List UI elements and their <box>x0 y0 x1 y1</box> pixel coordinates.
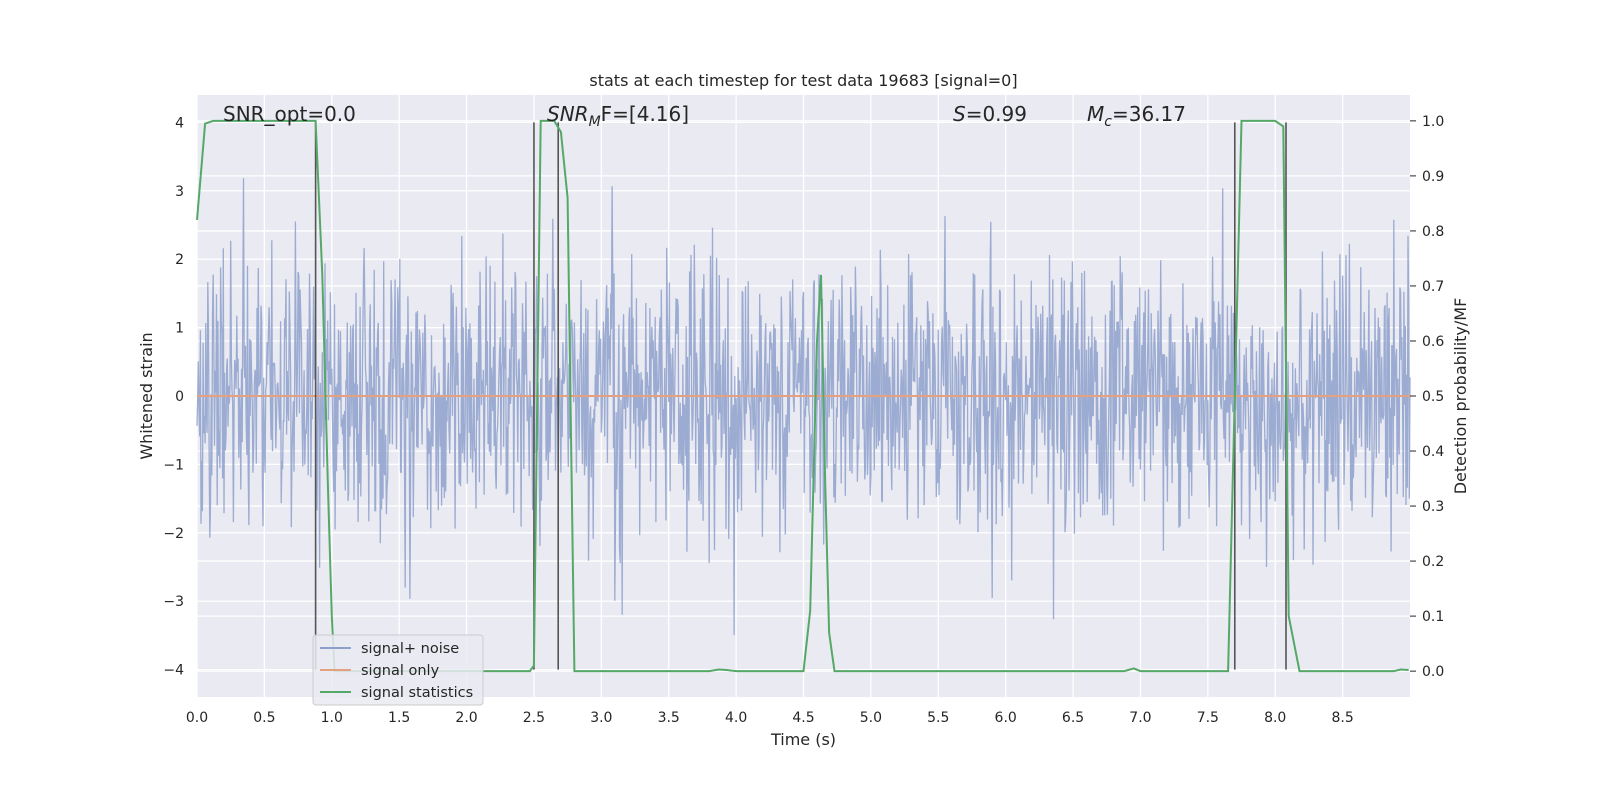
annotation-snr-mf-var: SNR <box>547 102 589 126</box>
legend-box <box>312 634 484 706</box>
x-tick-label-8: 4.0 <box>725 710 747 726</box>
annotation-mc-rest: =36.17 <box>1112 102 1186 126</box>
y-right-tick-label-5: 0.5 <box>1422 389 1444 405</box>
chart-title: stats at each timestep for test data 196… <box>589 71 1017 90</box>
y-axis-left-ticks: −4 −3 −2 −1 0 1 2 3 4 <box>163 115 184 678</box>
x-axis-ticks: 0.0 0.5 1.0 1.5 2.0 2.5 3.0 3.5 4.0 4.5 5.0 5.5 6.0 6… <box>186 710 1354 726</box>
y-right-tick-label-7: 0.7 <box>1422 279 1444 295</box>
y-left-tick-label-4: 0 <box>175 389 184 405</box>
x-tick-label-4: 2.0 <box>455 710 477 726</box>
legend-label-signal-only: signal only <box>361 663 440 679</box>
x-tick-label-14: 7.0 <box>1129 710 1151 726</box>
legend-label-signal-noise: signal+ noise <box>361 641 459 657</box>
y-right-tick-label-1: 0.1 <box>1422 609 1444 625</box>
y-right-tick-label-3: 0.3 <box>1422 499 1444 515</box>
annotation-snr-mf-rest: F=[4.16] <box>601 102 689 126</box>
x-tick-label-11: 5.5 <box>927 710 949 726</box>
x-tick-label-15: 7.5 <box>1197 710 1219 726</box>
y-left-tick-label-7: 3 <box>175 184 184 200</box>
x-tick-label-2: 1.0 <box>321 710 343 726</box>
y-right-tick-label-8: 0.8 <box>1422 224 1444 240</box>
annotation-s-rest: =0.99 <box>966 102 1027 126</box>
y-left-tick-label-1: −3 <box>163 594 184 610</box>
x-tick-label-16: 8.0 <box>1264 710 1286 726</box>
y-right-tick-label-2: 0.2 <box>1422 554 1444 570</box>
y-right-tick-label-10: 1.0 <box>1422 114 1444 130</box>
annotation-snr-mf: SNRMF=[4.16] <box>547 102 689 130</box>
y-axis-right-ticks: 0.0 0.1 0.2 0.3 0.4 0.5 0.6 0.7 0.8 0.9 1.0 <box>1410 114 1444 680</box>
series-signal-statistics <box>196 119 1409 673</box>
x-tick-label-17: 8.5 <box>1331 710 1353 726</box>
signal-statistics-line <box>196 119 1409 673</box>
annotation-snr-mf-sub: M <box>589 114 601 130</box>
y-left-tick-label-5: 1 <box>175 321 184 337</box>
x-axis-title: Time (s) <box>770 730 836 749</box>
y-right-tick-label-6: 0.6 <box>1422 334 1444 350</box>
annotation-s-var: S <box>953 102 966 126</box>
y-left-tick-label-3: −1 <box>163 457 184 473</box>
y-right-tick-label-0: 0.0 <box>1422 664 1444 680</box>
legend-label-signal-statistics: signal statistics <box>361 685 473 701</box>
x-tick-label-7: 3.5 <box>658 710 680 726</box>
annotation-snr-opt: SNR_opt=0.0 <box>223 102 356 126</box>
y-axis-left-title: Whitened strain <box>137 332 156 459</box>
y-right-tick-label-4: 0.4 <box>1422 444 1444 460</box>
x-tick-label-12: 6.0 <box>995 710 1017 726</box>
y-left-tick-label-8: 4 <box>175 115 184 131</box>
legend: signal+ noise signal only signal statist… <box>312 634 484 706</box>
x-tick-label-1: 0.5 <box>253 710 275 726</box>
signal-noise-line <box>196 178 1411 636</box>
annotation-mc-sub: c <box>1104 114 1112 130</box>
x-tick-label-0: 0.0 <box>186 710 208 726</box>
x-tick-label-5: 2.5 <box>523 710 545 726</box>
y-left-tick-label-0: −4 <box>163 663 184 679</box>
y-left-tick-label-6: 2 <box>175 252 184 268</box>
x-tick-label-6: 3.0 <box>590 710 612 726</box>
annotation-mc-var: M <box>1087 102 1104 126</box>
x-tick-label-3: 1.5 <box>388 710 410 726</box>
x-tick-label-13: 6.5 <box>1062 710 1084 726</box>
x-tick-label-10: 5.0 <box>860 710 882 726</box>
annotation-s: S=0.99 <box>953 102 1027 126</box>
y-axis-right-title: Detection probability/MF <box>1451 298 1470 495</box>
annotation-mc: Mc=36.17 <box>1087 102 1186 130</box>
series-signal-noise <box>196 178 1411 636</box>
y-left-tick-label-2: −2 <box>163 526 184 542</box>
x-tick-label-9: 4.5 <box>792 710 814 726</box>
y-right-tick-label-9: 0.9 <box>1422 169 1444 185</box>
